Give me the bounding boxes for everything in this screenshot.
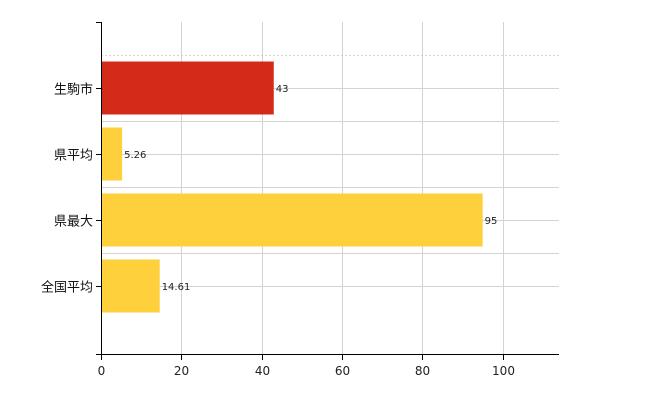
- data-label: 5.26: [124, 150, 146, 161]
- category-label: 県最大: [54, 215, 93, 230]
- bar: [101, 127, 123, 181]
- x-tick-label: 40: [255, 364, 270, 378]
- bar: [101, 193, 483, 247]
- x-tick-label: 60: [335, 364, 350, 378]
- data-label: 95: [485, 216, 498, 227]
- bars: [101, 61, 483, 313]
- category-label: 県平均: [54, 149, 93, 164]
- axes: [96, 22, 559, 360]
- data-label: 14.61: [162, 282, 191, 293]
- category-label: 全国平均: [41, 280, 93, 296]
- category-label: 生駒市: [54, 82, 93, 98]
- bar: [101, 61, 274, 115]
- data-label: 43: [276, 84, 289, 95]
- x-tick-label: 20: [174, 364, 189, 378]
- bar: [101, 259, 160, 313]
- x-tick-label: 80: [415, 364, 430, 378]
- x-tick-label: 0: [98, 364, 106, 378]
- x-tick-label: 100: [492, 364, 515, 378]
